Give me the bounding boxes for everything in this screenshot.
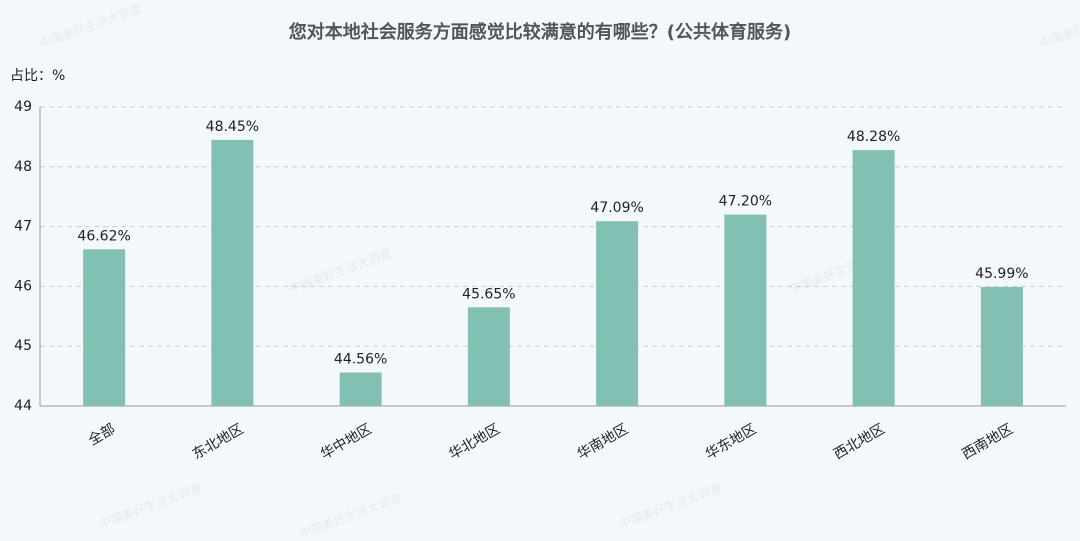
y-tick-label: 44 xyxy=(14,398,32,414)
bar xyxy=(467,307,510,406)
value-label: 47.09% xyxy=(590,200,643,216)
value-label: 44.56% xyxy=(334,352,387,368)
bar xyxy=(852,150,895,406)
bar xyxy=(724,214,767,406)
y-tick-label: 46 xyxy=(14,278,32,294)
value-label: 45.65% xyxy=(462,286,515,302)
value-label: 45.99% xyxy=(975,266,1028,282)
bar xyxy=(980,286,1023,406)
y-tick-label: 48 xyxy=(14,159,32,175)
chart-title: 您对本地社会服务方面感觉比较满意的有哪些？(公共体育服务) xyxy=(289,21,791,43)
value-label: 48.45% xyxy=(206,119,259,135)
y-axis-label: 占比：% xyxy=(10,68,65,84)
y-tick-label: 45 xyxy=(14,338,32,354)
bar xyxy=(339,372,382,406)
bar xyxy=(211,139,254,406)
value-label: 48.28% xyxy=(847,129,900,145)
y-tick-label: 49 xyxy=(14,99,32,115)
value-label: 46.62% xyxy=(77,228,130,244)
bar xyxy=(596,221,639,406)
bar xyxy=(83,249,126,406)
value-label: 47.20% xyxy=(719,194,772,210)
y-tick-label: 47 xyxy=(14,219,32,235)
